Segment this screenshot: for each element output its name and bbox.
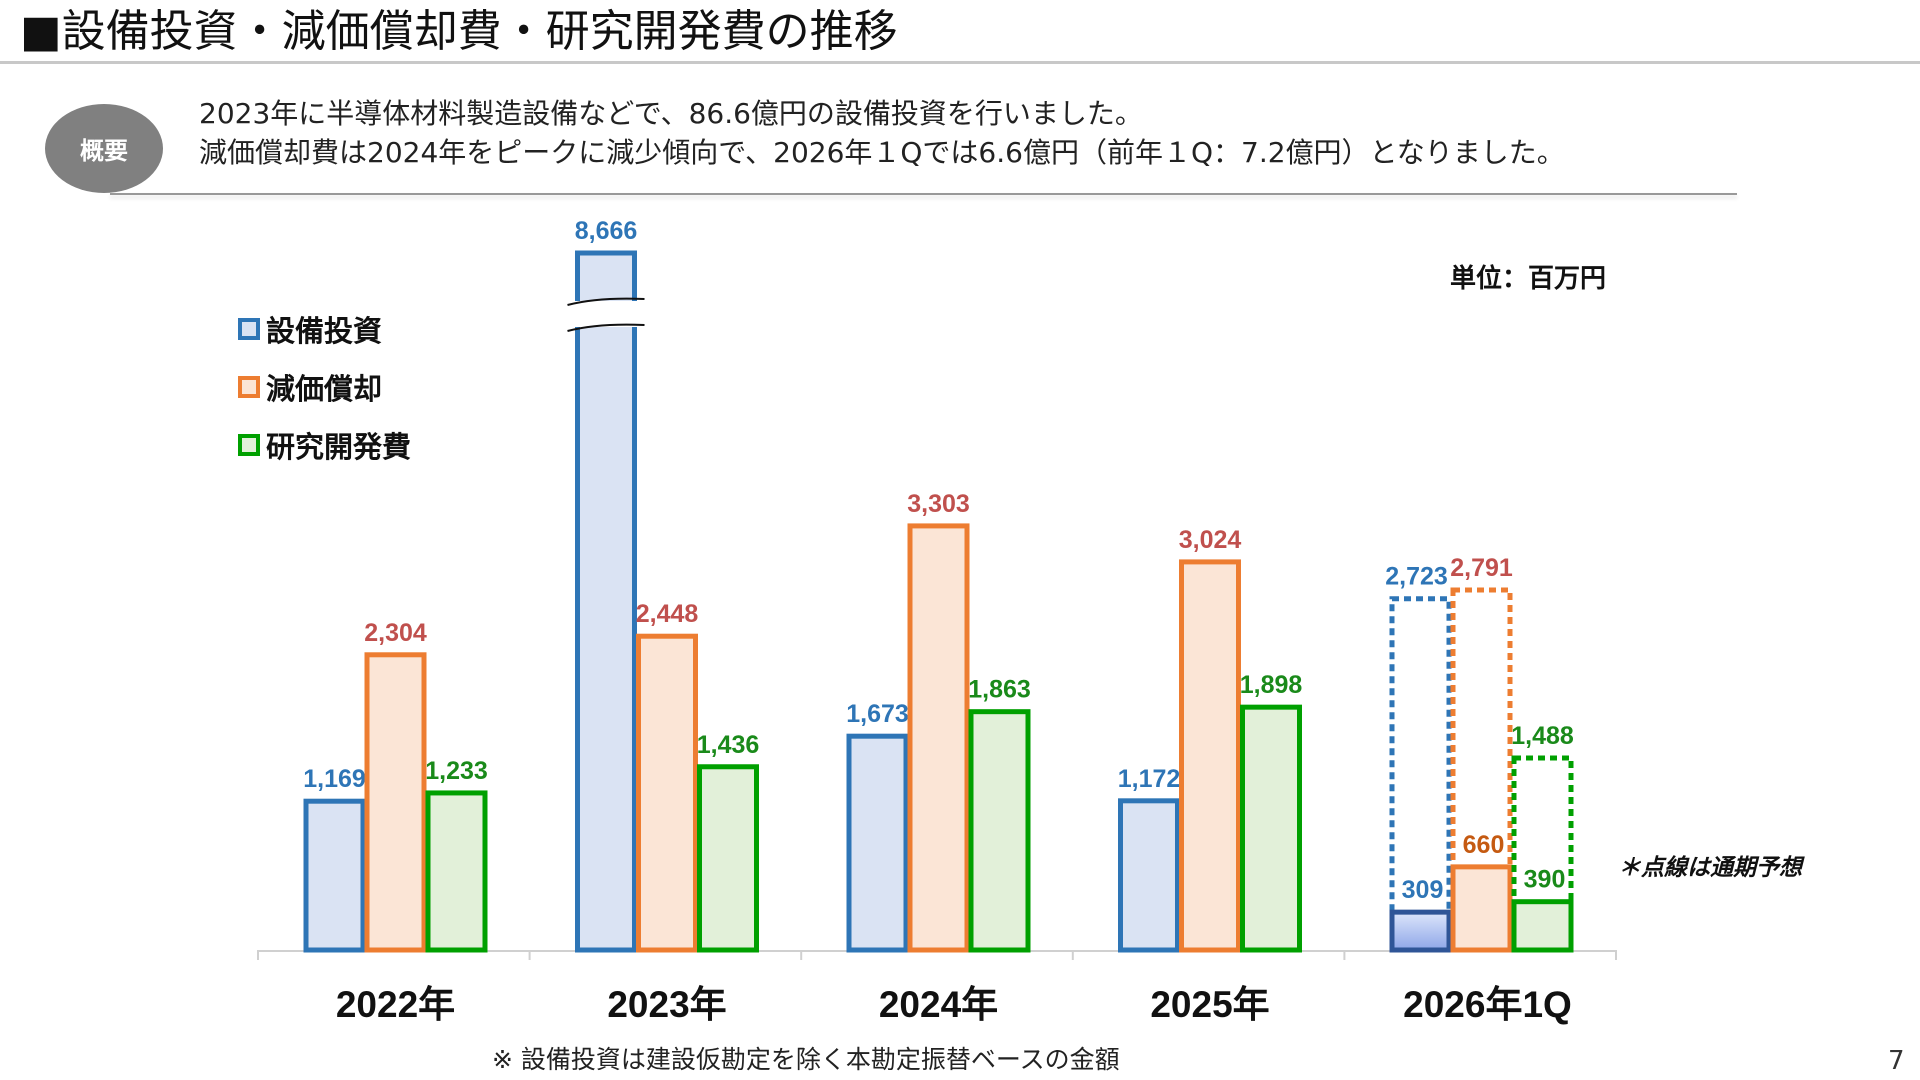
bar <box>907 523 970 953</box>
legend-label: 減価償却 <box>266 372 383 406</box>
legend-item-rnd: 研究開発費 <box>238 424 411 466</box>
bar <box>1179 559 1241 953</box>
category-label: 2023年 <box>607 984 726 1025</box>
axis-break-line <box>567 297 645 306</box>
bar <box>303 798 366 953</box>
data-label: 1,233 <box>425 757 488 785</box>
bar <box>575 250 637 953</box>
data-label: 2,448 <box>636 600 699 628</box>
bar <box>1240 704 1302 953</box>
category-label: 2022年 <box>336 984 455 1025</box>
data-label: 309 <box>1402 876 1444 904</box>
legend-label: 設備投資 <box>266 314 383 348</box>
data-label: 2,304 <box>364 619 427 647</box>
category-label: 2024年 <box>879 984 998 1025</box>
data-label: 3,303 <box>907 490 970 518</box>
data-label: 3,024 <box>1179 526 1242 554</box>
legend-swatch-rnd <box>238 434 260 456</box>
summary-line-1: 2023年に半導体材料製造設備などで、86.6億円の設備投資を行いました。 <box>199 97 1143 130</box>
summary-badge: 概要 <box>45 104 163 193</box>
bar <box>425 790 488 953</box>
legend-label: 研究開発費 <box>266 430 412 464</box>
bar <box>1389 909 1452 953</box>
category-label: 2025年 <box>1150 984 1269 1025</box>
data-label: 1,172 <box>1118 765 1181 793</box>
summary-divider <box>110 193 1737 195</box>
bar <box>364 652 427 953</box>
legend-swatch-capex <box>238 318 260 340</box>
summary-line-2: 減価償却費は2024年をピークに減少傾向で、2026年１Qでは6.6億円（前年１… <box>199 136 1565 169</box>
forecast-data-label: 2,791 <box>1450 554 1513 582</box>
bar <box>1511 899 1574 953</box>
footnote: ※ 設備投資は建設仮勘定を除く本勘定振替ベースの金額 <box>492 1045 1120 1074</box>
category-label: 2026年1Q <box>1403 984 1572 1025</box>
data-label: 660 <box>1463 831 1505 859</box>
bar <box>968 709 1031 953</box>
data-label: 1,863 <box>968 676 1031 704</box>
data-label: 1,169 <box>303 765 366 793</box>
unit-label: 単位：百万円 <box>1450 264 1607 294</box>
bar <box>846 733 909 953</box>
data-label: 1,673 <box>846 700 909 728</box>
axis-break-line <box>567 323 645 332</box>
page-number: 7 <box>1888 1046 1905 1076</box>
axis-break-gap <box>567 301 645 327</box>
bar <box>697 764 759 953</box>
data-label: 8,666 <box>575 217 638 245</box>
legend-swatch-depreciation <box>238 376 260 398</box>
forecast-data-label: 1,488 <box>1511 722 1574 750</box>
page-title: ■設備投資・減価償却費・研究開発費の推移 <box>20 6 898 57</box>
legend-item-capex: 設備投資 <box>238 308 382 350</box>
bar <box>636 633 698 953</box>
legend-item-depreciation: 減価償却 <box>238 366 382 408</box>
data-label: 390 <box>1524 866 1566 894</box>
bar <box>1450 864 1513 953</box>
title-divider <box>0 61 1920 64</box>
forecast-data-label: 2,723 <box>1385 563 1448 591</box>
bar <box>1118 798 1180 953</box>
data-label: 1,898 <box>1240 671 1303 699</box>
forecast-note: ＊点線は通期予想 <box>1618 855 1802 881</box>
data-label: 1,436 <box>697 731 760 759</box>
